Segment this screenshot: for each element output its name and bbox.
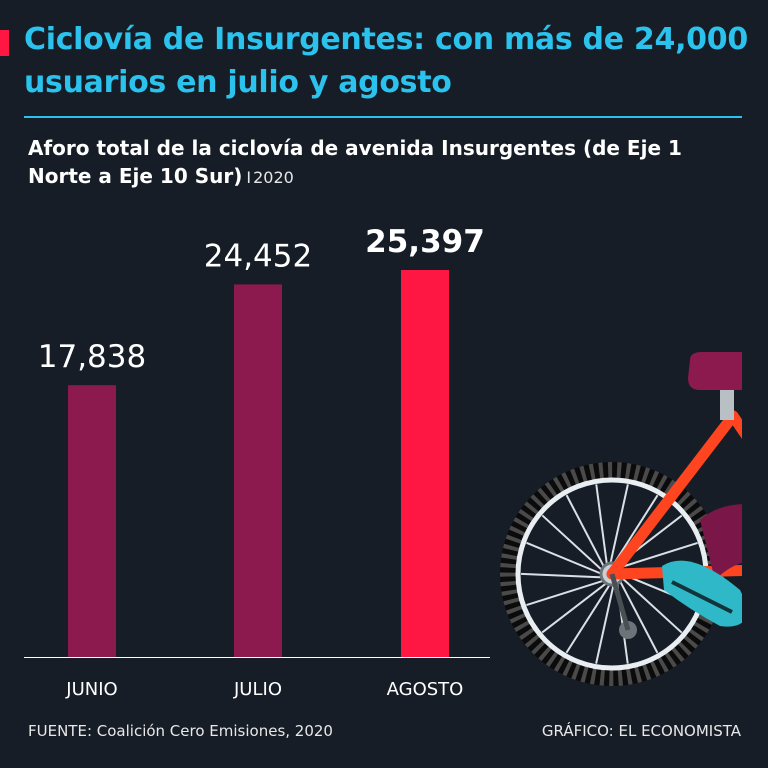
bike-spoke — [526, 579, 605, 606]
bar-junio — [68, 385, 116, 657]
bar-agosto — [401, 270, 449, 657]
category-label-julio: JULIO — [233, 679, 282, 700]
category-labels-group: JUNIO JULIO AGOSTO — [65, 679, 463, 700]
chart-subtitle: Aforo total de la ciclovía de avenida In… — [28, 134, 748, 192]
value-labels-group: 17,838 24,452 25,397 — [38, 224, 485, 375]
bike-spoke — [595, 484, 608, 566]
category-label-junio: JUNIO — [65, 679, 117, 700]
bike-derailleur-arm — [609, 573, 631, 631]
bike-seat-post — [720, 384, 734, 420]
bike-spoke — [618, 579, 659, 654]
subtitle-separator: I — [246, 168, 252, 187]
value-label-junio: 17,838 — [38, 339, 146, 375]
bike-spoke — [565, 494, 606, 569]
bike-spoke — [520, 572, 603, 579]
graphic-credit: GRÁFICO: EL ECONOMISTA — [541, 722, 741, 740]
value-label-agosto: 25,397 — [365, 224, 485, 260]
bar-julio — [234, 284, 282, 657]
title-divider — [24, 116, 742, 118]
bike-top-tube — [727, 410, 742, 439]
source-note: FUENTE: Coalición Cero Emisiones, 2020 — [28, 722, 333, 740]
bike-spoke — [619, 542, 698, 569]
bars-group — [68, 270, 449, 657]
bike-seat — [688, 352, 742, 390]
bike-spoke — [565, 583, 612, 654]
rider-leg — [700, 504, 742, 580]
bike-spoke — [620, 576, 683, 634]
page-title: Ciclovía de Insurgentes: con más de 24,0… — [24, 22, 748, 100]
bike-seat-stay — [606, 410, 739, 580]
subtitle-text: Aforo total de la ciclovía de avenida In… — [28, 136, 682, 188]
subtitle-year: 2020 — [253, 168, 294, 187]
bike-spoke — [609, 484, 629, 565]
shoe-lace — [671, 580, 733, 614]
bike-spoke — [541, 514, 604, 572]
rider-shoe — [662, 560, 742, 627]
bike-spoke — [526, 541, 603, 575]
title-accent-mark — [0, 30, 9, 56]
bike-spoke — [612, 494, 659, 565]
bike-spoke — [541, 581, 608, 634]
category-label-agosto: AGOSTO — [387, 679, 464, 700]
bike-spoke — [595, 583, 615, 664]
value-label-julio: 24,452 — [204, 238, 312, 274]
